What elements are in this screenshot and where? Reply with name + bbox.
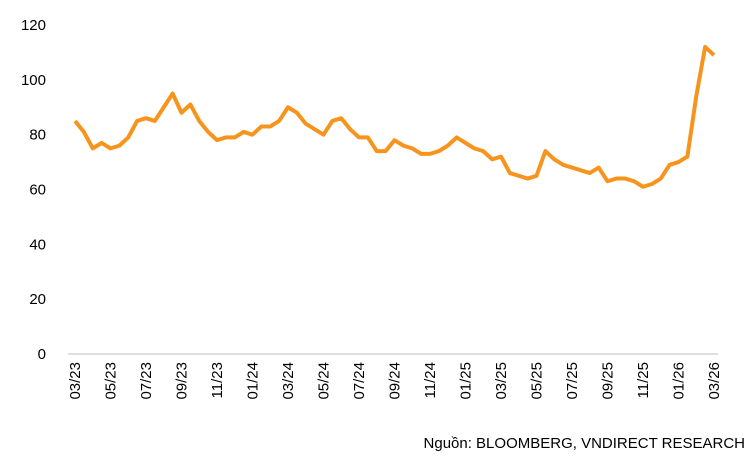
x-tick-label: 01/26 (671, 362, 688, 400)
y-tick-label: 0 (38, 346, 46, 363)
y-tick-label: 60 (29, 182, 46, 199)
y-tick-label: 20 (29, 291, 46, 308)
x-tick-label: 01/25 (458, 362, 475, 400)
y-tick-label: 40 (29, 236, 46, 253)
x-tick-label: 05/23 (103, 362, 120, 400)
x-tick-label: 11/25 (635, 362, 652, 398)
x-tick-label: 11/23 (209, 362, 226, 398)
x-tick-label: 11/24 (422, 362, 439, 398)
x-tick-label: 03/23 (67, 362, 84, 400)
x-tick-label: 01/24 (245, 362, 262, 400)
x-tick-label: 09/23 (174, 362, 191, 400)
x-tick-label: 09/24 (387, 362, 404, 400)
x-tick-label: 03/25 (493, 362, 510, 400)
y-tick-label: 120 (21, 17, 46, 34)
x-tick-label: 09/25 (600, 362, 617, 400)
y-tick-label: 80 (29, 127, 46, 144)
x-tick-label: 07/23 (138, 362, 155, 400)
y-tick-label: 100 (21, 72, 46, 89)
x-tick-label: 07/24 (351, 362, 368, 400)
x-tick-label: 05/25 (529, 362, 546, 400)
x-tick-label: 03/26 (706, 362, 723, 400)
source-note: Nguồn: BLOOMBERG, VNDIRECT RESEARCH (424, 435, 745, 452)
x-tick-label: 07/25 (564, 362, 581, 400)
x-tick-label: 05/24 (316, 362, 333, 400)
data-line (73, 44, 716, 189)
x-tick-label: 03/24 (280, 362, 297, 400)
